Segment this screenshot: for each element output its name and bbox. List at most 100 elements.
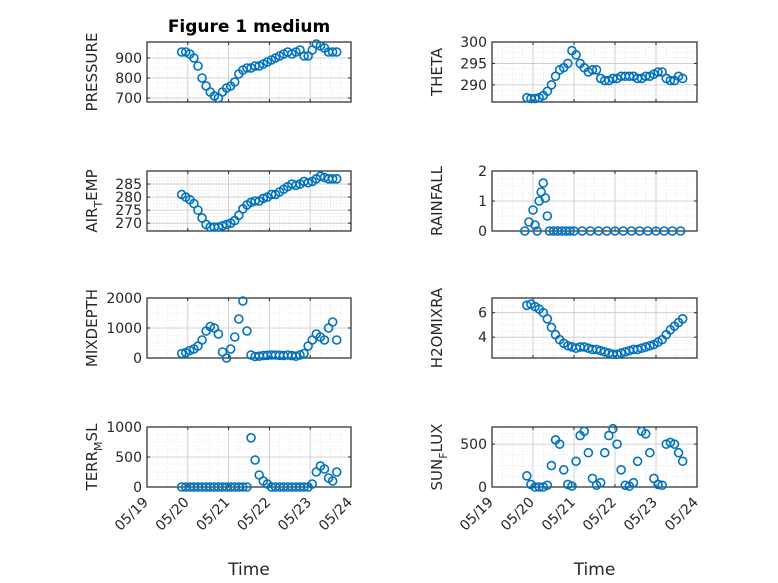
- data-point: [554, 439, 565, 449]
- data-point: [528, 205, 538, 215]
- data-point: [519, 226, 530, 236]
- y-axis-label-subscript: T: [92, 201, 105, 209]
- data-point: [645, 447, 655, 458]
- data-point: [213, 222, 224, 232]
- y-tick-label: 2000: [106, 291, 142, 307]
- data-point: [327, 47, 338, 57]
- axes-box: [491, 297, 698, 359]
- data-point: [612, 439, 622, 449]
- axes-box: [146, 41, 352, 103]
- x-axis-label: Time: [227, 560, 270, 580]
- y-tick-label: 0: [478, 480, 487, 496]
- subplot-mixdepth: 0 1000 2000 MIXDEPTH: [83, 289, 352, 367]
- data-point: [587, 473, 598, 484]
- data-point: [234, 314, 244, 324]
- y-axis-label: MIXDEPTH: [83, 289, 101, 367]
- subplot-pressure: 700 800 900 PRESSURE Figure 1 medium: [83, 17, 352, 112]
- data-point: [291, 351, 301, 362]
- data-point: [176, 348, 187, 359]
- data-point: [645, 340, 655, 351]
- data-point: [540, 193, 551, 203]
- y-tick-label: 275: [115, 203, 142, 219]
- subplot-sun_flux: 0 500 SUNFLUX 05/19 05/20 05/21 05/22 05/23 05/2…: [428, 424, 702, 580]
- data-point: [583, 447, 594, 458]
- x-tick-label: 05/24: [316, 494, 356, 534]
- y-axis-label-main: AIR: [83, 208, 101, 233]
- data-point: [665, 75, 676, 86]
- data-point: [546, 80, 557, 90]
- y-axis-label-tail: SL: [83, 423, 101, 442]
- data-point: [331, 467, 342, 477]
- y-axis-label-main: PRESSURE: [83, 33, 101, 112]
- y-axis-label: H2OMIXRA: [428, 287, 446, 368]
- data-point: [225, 344, 236, 354]
- data-point: [327, 174, 338, 184]
- y-axis-label-main: THETA: [428, 47, 446, 97]
- data-point: [567, 481, 577, 491]
- y-axis-label-main: RAINFALL: [428, 165, 446, 236]
- y-tick-label: 800: [115, 71, 142, 87]
- y-axis-label-subscript: F: [437, 452, 450, 458]
- axes-box: [491, 426, 698, 488]
- data-point: [595, 345, 606, 356]
- data-point: [563, 58, 573, 69]
- y-axis-label: PRESSURE: [83, 33, 101, 112]
- y-axis-label-main: MIXDEPTH: [83, 289, 101, 367]
- data-point: [599, 347, 610, 357]
- y-tick-label: 500: [115, 450, 142, 466]
- y-tick-label: 295: [460, 56, 487, 72]
- data-point: [546, 460, 557, 471]
- data-point: [616, 465, 626, 475]
- y-tick-label: 285: [115, 177, 142, 193]
- y-tick-label: 0: [478, 224, 487, 240]
- y-axis-label: TERRMSL: [83, 423, 105, 492]
- data-point: [612, 349, 622, 360]
- data-point: [193, 205, 203, 215]
- data-point: [653, 67, 663, 77]
- data-point: [250, 196, 260, 206]
- y-axis-label: RAINFALL: [428, 165, 446, 236]
- y-tick-label: 1000: [106, 420, 142, 436]
- data-point: [307, 479, 318, 489]
- data-point: [229, 332, 240, 342]
- y-axis-label-main: SUN: [428, 459, 446, 491]
- data-point: [571, 50, 581, 60]
- figure-title: Figure 1 medium: [168, 17, 330, 37]
- data-point: [299, 51, 309, 61]
- x-axis-label: Time: [573, 560, 616, 580]
- y-tick-label: 0: [133, 351, 142, 367]
- data-point: [193, 61, 203, 71]
- data-point: [522, 471, 532, 481]
- data-point: [242, 326, 252, 336]
- data-point: [591, 65, 602, 75]
- x-tick-label: 05/21: [539, 495, 579, 535]
- data-point: [538, 178, 549, 188]
- data-point: [636, 343, 647, 354]
- data-point: [675, 226, 686, 236]
- data-point: [319, 335, 330, 345]
- y-tick-label: 2: [478, 164, 487, 180]
- data-point: [620, 347, 631, 357]
- subplot-h2omixra: 4 6 H2OMIXRA: [428, 287, 698, 368]
- data-point: [640, 429, 651, 439]
- data-point: [595, 477, 606, 488]
- y-axis-label-tail: EMP: [83, 169, 101, 200]
- data-point: [599, 447, 610, 458]
- y-tick-label: 290: [460, 78, 487, 94]
- y-axis-label: THETA: [428, 47, 446, 97]
- data-point: [291, 180, 301, 191]
- x-tick-label: 05/21: [194, 495, 234, 535]
- y-tick-label: 4: [478, 330, 487, 346]
- data-point: [331, 335, 342, 345]
- data-point: [565, 226, 575, 236]
- data-point: [653, 479, 663, 490]
- data-point: [242, 482, 252, 492]
- y-axis-label-main: H2OMIXRA: [428, 287, 446, 368]
- y-tick-label: 1000: [106, 321, 142, 337]
- y-axis-label-main: TERR: [83, 451, 101, 492]
- data-point: [542, 211, 553, 221]
- data-point: [197, 73, 207, 83]
- data-point: [303, 177, 313, 188]
- data-point: [532, 226, 542, 236]
